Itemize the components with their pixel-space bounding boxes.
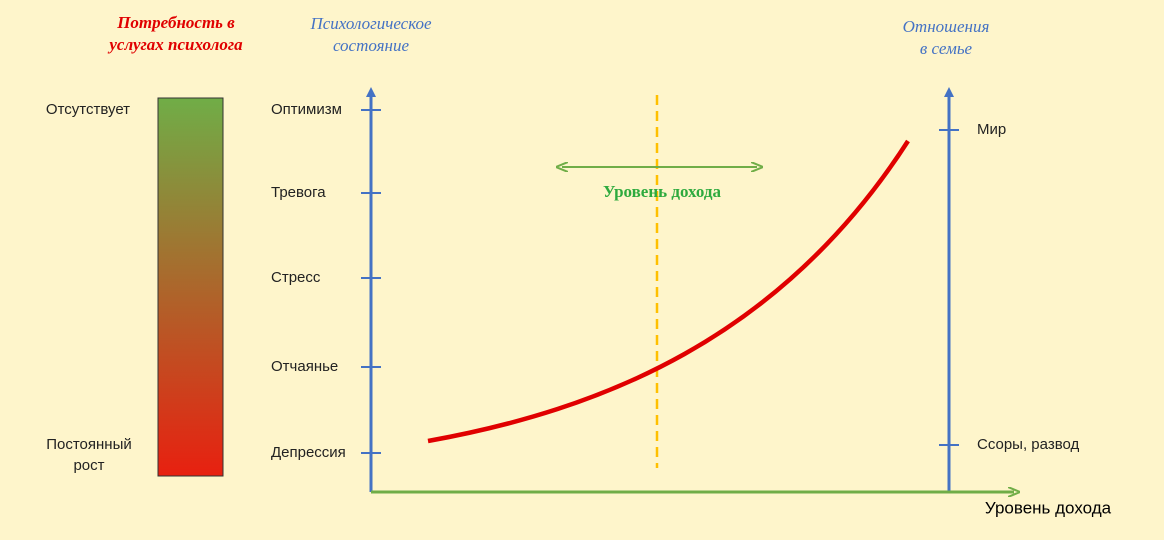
trend-curve [427,139,910,444]
need-title: Потребность в [116,13,235,32]
x-axis-label: Уровень дохода [985,498,1112,517]
psych-level-label: Депрессия [271,444,346,461]
family-levels: Мир Ссоры, развод [939,121,1080,453]
need-bottom-label: рост [73,457,104,474]
psych-levels: Оптимизм Тревога Стресс Отчаянье Депрессия [271,101,381,461]
psych-level-label: Отчаянье [271,358,338,375]
need-bottom-label: Постоянный [46,436,132,453]
family-level-label: Ссоры, развод [977,436,1080,453]
need-gradient-bar [157,97,224,477]
psych-title: состояние [333,36,410,55]
family-level-label: Мир [977,121,1006,138]
psych-level-label: Оптимизм [271,101,342,118]
income-marker-label: Уровень дохода [603,182,722,201]
family-title: Отношения [903,17,990,36]
psych-level-label: Стресс [271,269,321,286]
psych-level-label: Тревога [271,184,326,201]
need-top-label: Отсутствует [46,101,130,118]
psych-title: Психологическое [309,14,432,33]
family-title: в семье [920,39,973,58]
need-title: услугах психолога [107,35,243,54]
